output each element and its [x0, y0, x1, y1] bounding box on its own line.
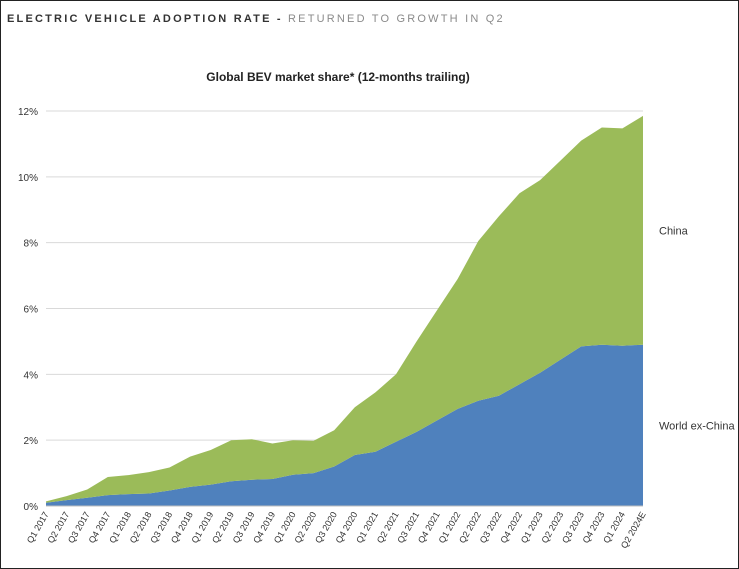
header-title: ELECTRIC VEHICLE ADOPTION RATE: [7, 13, 272, 25]
page-header: ELECTRIC VEHICLE ADOPTION RATE - RETURNE…: [7, 13, 505, 25]
world-ex-china-area: [46, 344, 643, 506]
china-area: [46, 115, 643, 503]
world-ex-china-label: World ex-China: [659, 420, 735, 432]
series-labels: World ex-China China: [659, 225, 735, 432]
y-axis-ticks: 0% 2% 4% 6% 8% 10% 12%: [18, 107, 38, 513]
y-tick-label: 6%: [24, 305, 39, 316]
y-tick-label: 4%: [24, 370, 39, 381]
y-tick-label: 10%: [18, 173, 38, 184]
y-tick-label: 12%: [18, 107, 38, 118]
y-tick-label: 8%: [24, 239, 39, 250]
y-tick-label: 0%: [24, 502, 39, 513]
chart-title: Global BEV market share* (12-months trai…: [206, 70, 469, 84]
header-separator: -: [271, 13, 289, 25]
china-label: China: [659, 225, 689, 237]
area-series: [46, 115, 643, 506]
y-tick-label: 2%: [24, 436, 39, 447]
header-subtitle: RETURNED TO GROWTH IN Q2: [288, 13, 505, 25]
